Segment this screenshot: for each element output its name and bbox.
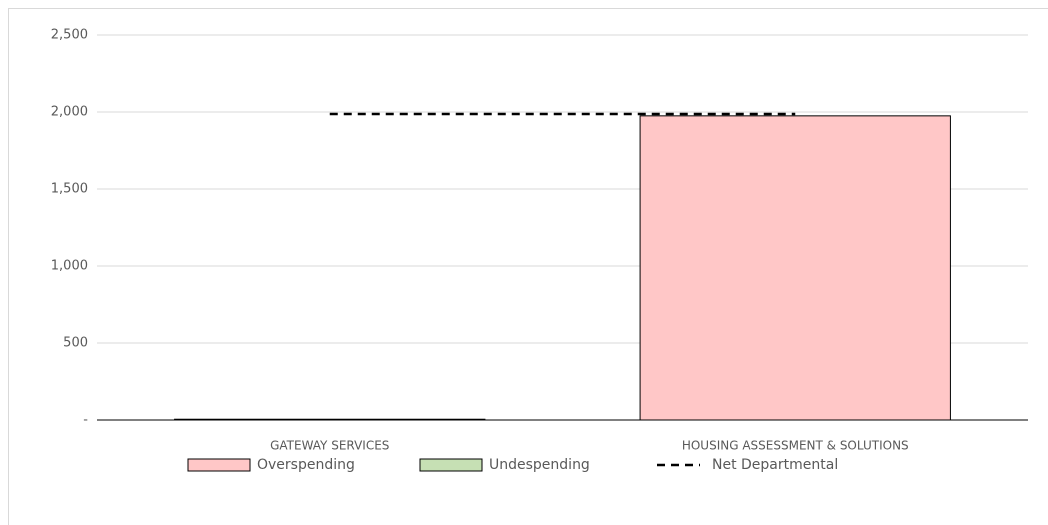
x-tick-label: GATEWAY SERVICES	[270, 439, 389, 453]
legend-label: Undespending	[489, 457, 590, 473]
y-tick-label: 2,500	[51, 28, 88, 43]
bar	[174, 418, 486, 421]
legend-label: Net Departmental	[712, 457, 838, 473]
x-tick-label: HOUSING ASSESSMENT & SOLUTIONS	[682, 439, 909, 453]
y-tick-label: 2,000	[51, 105, 88, 120]
y-tick-label: 500	[63, 336, 88, 351]
legend-swatch	[419, 458, 483, 472]
y-tick-label: 1,500	[51, 182, 88, 197]
legend-swatch	[187, 458, 251, 472]
y-tick-label: -	[83, 413, 88, 428]
legend-label: Overspending	[257, 457, 355, 473]
bar	[639, 115, 951, 421]
y-tick-label: 1,000	[51, 259, 88, 274]
